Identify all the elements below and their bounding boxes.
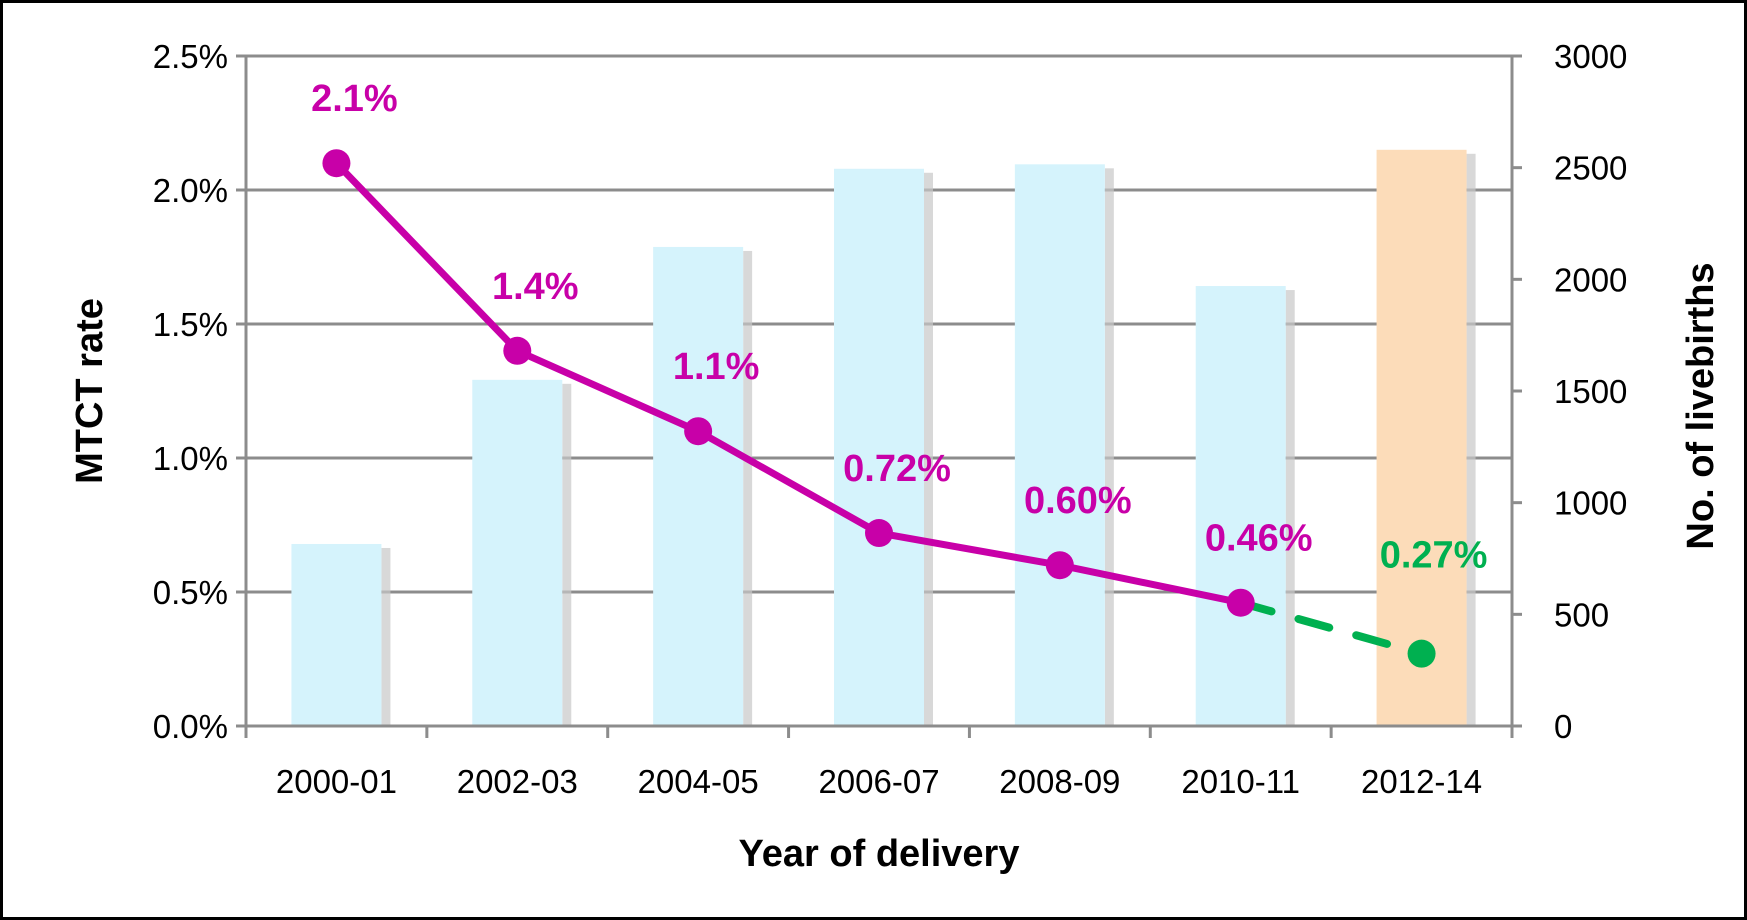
line-series	[322, 149, 1436, 668]
left-tick-label: 1.0%	[153, 440, 228, 477]
left-axis-title: MTCT rate	[69, 298, 111, 484]
bar	[472, 379, 563, 726]
left-tick-label: 0.0%	[153, 708, 228, 745]
tick-labels: 0.0% 0.5% 1.0% 1.5% 2.0% 2.5% 0 500 1000 1500 2000…	[153, 38, 1628, 800]
line-data-label: 0.46%	[1205, 518, 1313, 560]
line-marker	[684, 417, 713, 446]
data-labels: 0.27% 2.1% 1.4% 1.1% 0.72% 0.60% 0.46%	[311, 78, 1487, 576]
x-tick-label: 2002-03	[457, 763, 578, 800]
axes	[236, 54, 1522, 738]
x-tick-label: 2004-05	[638, 763, 759, 800]
x-tick-label: 2010-11	[1181, 763, 1300, 800]
line-marker	[322, 149, 351, 178]
x-axis-title: Year of delivery	[739, 833, 1020, 875]
left-tick-label: 0.5%	[153, 574, 228, 611]
left-tick-label: 2.5%	[153, 38, 228, 75]
x-tick-label: 2012-14	[1361, 763, 1482, 800]
line-marker	[865, 519, 893, 548]
projection-label: 0.27%	[1380, 535, 1488, 577]
x-tick-label: 2000-01	[276, 763, 397, 800]
projection-line	[1236, 598, 1426, 658]
line-data-label: 1.1%	[673, 346, 760, 388]
line-data-label: 1.4%	[492, 266, 579, 308]
bar	[1195, 286, 1286, 726]
bar	[834, 168, 924, 727]
right-tick-label: 1500	[1554, 373, 1627, 410]
right-tick-label: 2500	[1554, 150, 1627, 187]
bar	[653, 246, 744, 726]
bars	[291, 149, 1476, 727]
right-tick-label: 1000	[1554, 485, 1627, 522]
bar-shadow	[924, 172, 933, 727]
x-tick-label: 2006-07	[818, 763, 939, 800]
x-tick-label: 2008-09	[999, 763, 1120, 800]
bar-shadow	[381, 547, 391, 726]
left-tick-label: 1.5%	[153, 306, 228, 343]
bar	[291, 543, 382, 726]
line-marker	[1045, 551, 1074, 580]
line-marker	[1226, 588, 1255, 617]
bar-shadow	[1466, 153, 1476, 727]
bar-shadow	[743, 250, 753, 726]
right-tick-label: 0	[1554, 708, 1572, 745]
bar	[1014, 164, 1105, 727]
bar-shadow	[1104, 168, 1114, 727]
mtct-line	[333, 160, 1242, 607]
line-data-label: 2.1%	[311, 78, 398, 120]
bar-shadow	[1285, 290, 1295, 726]
right-tick-label: 500	[1554, 596, 1609, 633]
right-tick-label: 3000	[1554, 38, 1627, 75]
bar	[1376, 149, 1467, 727]
line-data-label: 0.60%	[1024, 480, 1132, 522]
right-tick-label: 2000	[1554, 261, 1627, 298]
line-data-label: 0.72%	[843, 448, 951, 490]
bar-shadow	[562, 383, 572, 726]
line-marker	[503, 336, 532, 365]
projection-marker	[1407, 639, 1436, 668]
left-tick-label: 2.0%	[153, 172, 228, 209]
right-axis-title: No. of livebirths	[1680, 262, 1722, 549]
